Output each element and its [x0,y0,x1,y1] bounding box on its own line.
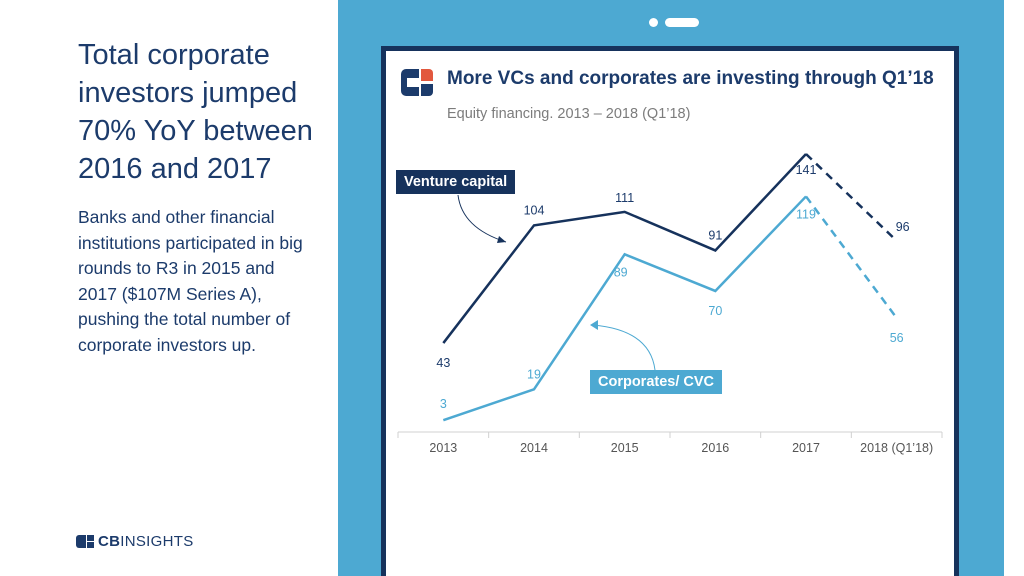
cvc-callout-arrowhead [590,320,598,330]
left-panel: Total corporate investors jumped 70% YoY… [0,0,338,576]
data-label: 19 [527,367,541,381]
data-label: 70 [708,304,722,318]
cb-insights-logo-icon [76,534,94,548]
tablet-screen [381,46,959,576]
venture-capital-callout-arrowhead [497,236,506,243]
series-line-projected-segment [804,195,898,319]
series-callout-corporates-cvc: Corporates/ CVC [590,370,723,394]
series-callout-venture-capital: Venture capital [396,170,516,194]
series-line [442,195,807,422]
series-line-projected-segment [805,153,898,242]
venture-capital-callout-arrow [457,194,507,243]
data-label: 56 [890,331,904,345]
cb-insights-chart-logo-icon [401,69,433,96]
tablet-speaker-icon [665,18,699,27]
cvc-callout-arrow [592,324,656,371]
slide-body-text: Banks and other financial institutions p… [78,207,303,355]
tablet-camera-icon [649,18,658,27]
slide-headline: Total corporate investors jumped 70% YoY… [78,39,313,185]
data-label: 96 [896,220,910,234]
data-label: 43 [436,356,450,370]
x-tick-label: 2014 [520,441,548,455]
series-line [442,153,807,344]
data-label: 104 [524,203,545,217]
x-tick-label: 2013 [429,441,457,455]
data-label: 3 [440,397,447,411]
x-tick-label: 2016 [701,441,729,455]
x-tick-label: 2018 (Q1’18) [860,441,933,455]
cb-insights-logo: CBINSIGHTS [76,532,194,550]
cb-insights-logo-text: CBINSIGHTS [98,532,194,550]
chart-subtitle: Equity financing. 2013 – 2018 (Q1’18) [447,106,691,122]
data-label: 119 [796,207,816,221]
data-label: 89 [614,265,628,279]
x-tick-label: 2015 [611,441,639,455]
data-label: 141 [796,163,817,177]
data-label: 91 [708,228,722,242]
data-label: 111 [615,191,634,205]
x-tick-label: 2017 [792,441,820,455]
chart-title: More VCs and corporates are investing th… [447,68,934,89]
